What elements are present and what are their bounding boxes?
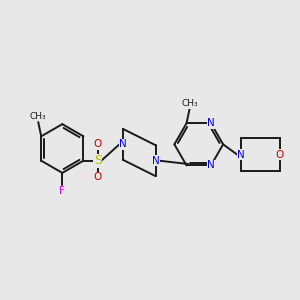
Text: O: O (94, 172, 102, 182)
Text: F: F (59, 186, 65, 196)
Text: N: N (237, 150, 245, 160)
Text: N: N (207, 118, 215, 128)
Text: S: S (94, 154, 102, 167)
Text: N: N (119, 140, 127, 149)
Text: O: O (275, 150, 284, 160)
Text: N: N (207, 160, 215, 170)
Text: N: N (152, 156, 160, 166)
Text: O: O (94, 139, 102, 149)
Text: CH₃: CH₃ (30, 112, 46, 121)
Text: CH₃: CH₃ (182, 99, 198, 108)
